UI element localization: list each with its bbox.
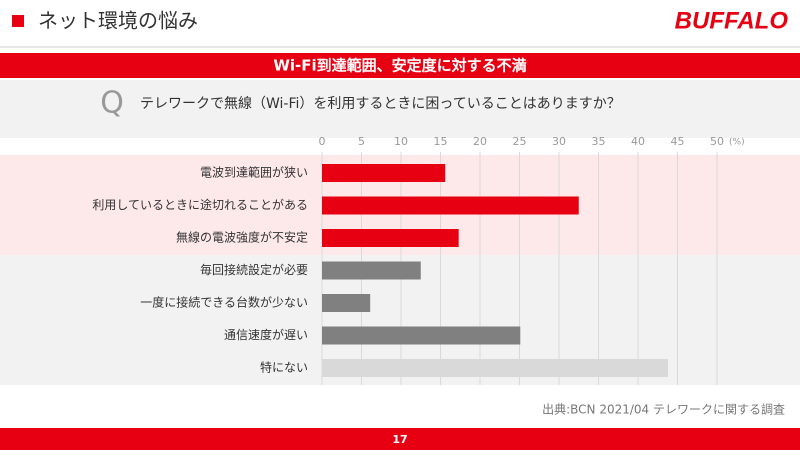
bar bbox=[322, 261, 421, 280]
x-tick-label: 50 bbox=[710, 135, 724, 148]
y-tick-label: 特にない bbox=[260, 360, 308, 375]
x-tick-label: 30 bbox=[552, 135, 566, 148]
banner-text: Wi-Fi到達範囲、安定度に対する不満 bbox=[273, 57, 526, 75]
footer bbox=[0, 428, 800, 450]
y-tick-label: 電波到達範囲が狭い bbox=[200, 165, 308, 180]
slide-title: ネット環境の悩み bbox=[38, 9, 198, 33]
question-text: テレワークで無線（Wi-Fi）を利用するときに困っていることはありますか？ bbox=[140, 96, 621, 112]
source: 出典:BCN 2021/04 テレワークに関する調査 bbox=[542, 403, 785, 417]
x-tick-label: 20 bbox=[473, 135, 487, 148]
x-tick-label: 10 bbox=[394, 135, 408, 148]
y-tick-label: 一度に接続できる台数が少ない bbox=[140, 295, 308, 310]
question-band bbox=[0, 80, 800, 138]
plot: 0 5 10 15 20 25 30 35 40 45 50 (%) 電波到達範囲が狭い利用しているとき… bbox=[92, 135, 745, 385]
x-tick-label: 0 bbox=[319, 135, 326, 148]
logo: BUFFALO bbox=[675, 7, 789, 34]
question-mark: Q bbox=[100, 86, 124, 121]
banner bbox=[0, 53, 800, 78]
x-tick-label: 5 bbox=[358, 135, 365, 148]
x-unit: (%) bbox=[729, 138, 745, 148]
title-marker bbox=[12, 15, 24, 27]
bar bbox=[322, 359, 669, 377]
y-tick-label: 利用しているときに途切れることがある bbox=[92, 197, 308, 212]
bar bbox=[322, 294, 371, 312]
bar bbox=[322, 229, 459, 247]
x-tick-label: 35 bbox=[592, 135, 606, 148]
y-tick-label: 無線の電波強度が不安定 bbox=[176, 230, 308, 245]
x-tick-label: 40 bbox=[631, 135, 645, 148]
bar bbox=[322, 196, 579, 215]
x-tick-label: 15 bbox=[434, 135, 448, 148]
y-tick-label: 毎回接続設定が必要 bbox=[200, 262, 308, 277]
y-tick-label: 通信速度が遅い bbox=[224, 327, 308, 342]
x-tick-label: 45 bbox=[671, 135, 685, 148]
bar bbox=[322, 164, 446, 182]
x-tick-label: 25 bbox=[513, 135, 527, 148]
bar bbox=[322, 326, 521, 345]
page-number: 17 bbox=[392, 433, 407, 446]
